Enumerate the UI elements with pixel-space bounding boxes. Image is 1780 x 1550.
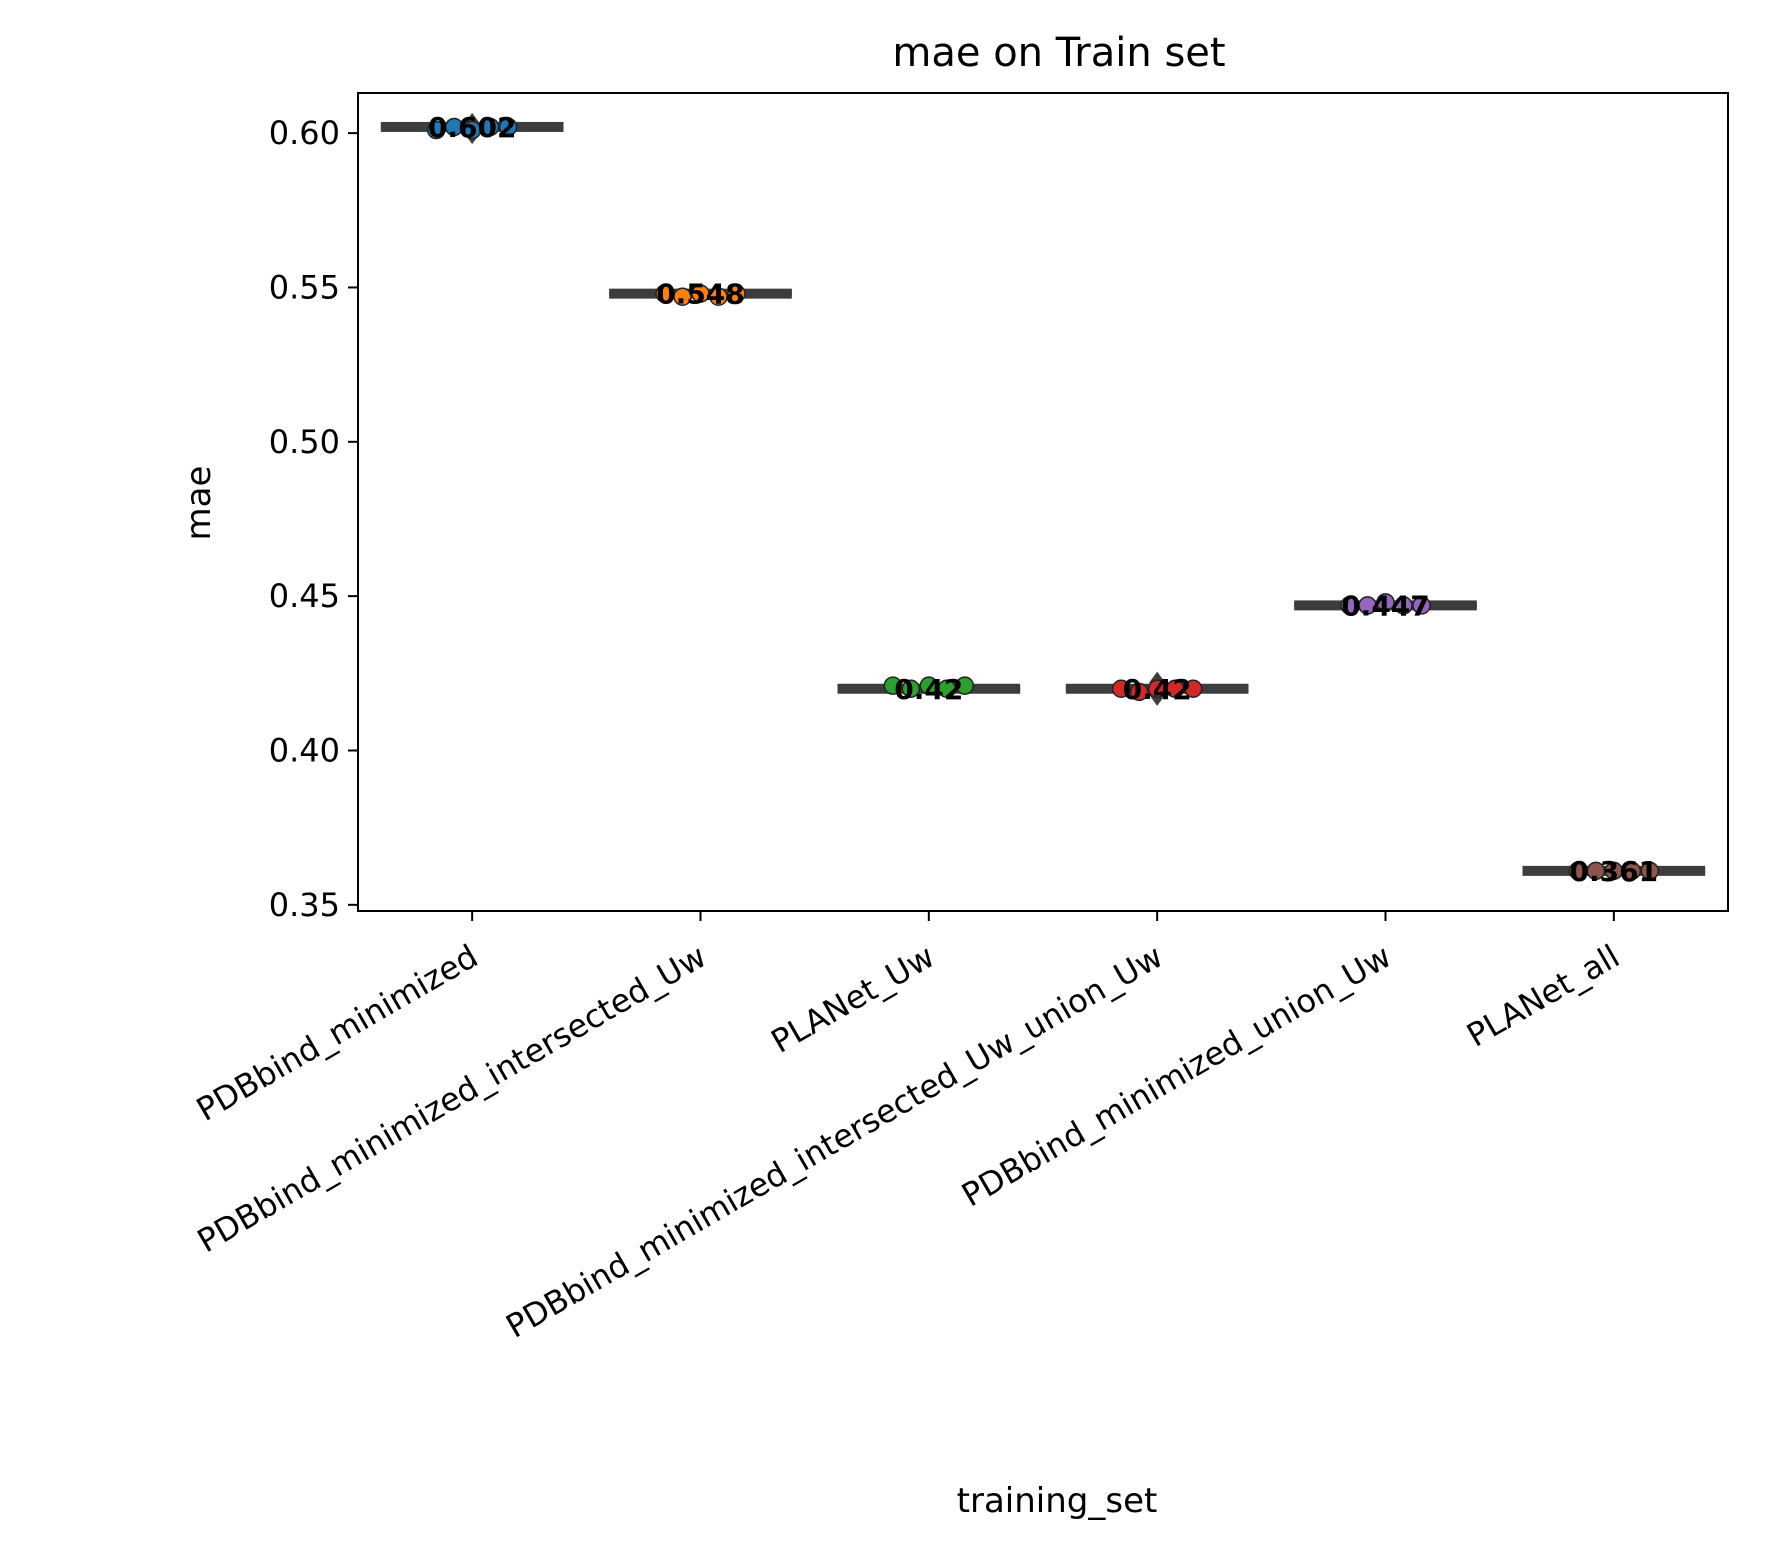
- data-point: [498, 117, 518, 137]
- median-value-label: 0.42: [1123, 673, 1192, 706]
- x-axis-label: training_set: [957, 1481, 1158, 1521]
- data-point: [480, 117, 500, 137]
- data-point: [1129, 682, 1149, 702]
- data-point: [1183, 679, 1203, 699]
- data-point: [727, 284, 746, 303]
- data-point: [1640, 861, 1660, 881]
- data-point: [1111, 679, 1131, 699]
- data-point: [709, 287, 728, 306]
- median-value-label: 0.361: [1570, 855, 1659, 888]
- median-value-label: 0.548: [656, 278, 745, 311]
- y-tick-label: 0.55: [269, 268, 340, 306]
- data-point: [1340, 596, 1359, 615]
- y-tick-label: 0.60: [269, 114, 340, 152]
- chart-title: mae on Train set: [892, 30, 1225, 76]
- median-value-label: 0.447: [1341, 589, 1430, 622]
- x-tick-label: PDBbind_minimized_union_Uw: [955, 937, 1397, 1214]
- median-value-label: 0.42: [894, 673, 963, 706]
- data-point: [462, 120, 482, 140]
- y-tick-label: 0.50: [269, 423, 340, 461]
- data-point: [444, 117, 464, 137]
- data-point: [691, 284, 710, 303]
- y-axis-label: mae: [179, 466, 219, 541]
- y-tick-label: 0.40: [269, 731, 340, 769]
- x-tick-label: PLANet_Uw: [765, 937, 941, 1061]
- data-point: [1165, 679, 1185, 699]
- data-point: [901, 679, 921, 699]
- data-point: [919, 676, 939, 695]
- data-point: [1376, 593, 1395, 612]
- plot-frame: [357, 92, 1729, 912]
- median-value-label: 0.602: [428, 111, 517, 144]
- data-point: [1412, 596, 1431, 615]
- data-point: [937, 679, 957, 699]
- x-axis: PDBbind_minimizedPDBbind_minimized_inter…: [190, 911, 1626, 1346]
- y-tick-label: 0.45: [269, 577, 340, 615]
- data-point: [1568, 861, 1588, 881]
- data-point: [673, 287, 692, 306]
- y-axis: 0.35 0.40 0.45 0.50 0.55 0.60: [269, 114, 358, 924]
- data-point: [955, 676, 975, 695]
- data-point: [1394, 596, 1413, 615]
- data-point: [883, 676, 903, 695]
- data-point: [1604, 861, 1624, 881]
- plot-area: 0.602 0.548 0.42 0.42 0.447 0.361: [380, 111, 1706, 888]
- data-point: [1147, 679, 1167, 699]
- data-point: [1358, 596, 1377, 615]
- data-point: [655, 284, 674, 303]
- y-tick-label: 0.35: [269, 886, 340, 924]
- data-point: [426, 120, 446, 140]
- data-point: [1622, 861, 1642, 881]
- data-point: [1586, 861, 1606, 881]
- x-tick-label: PLANet_all: [1460, 937, 1626, 1055]
